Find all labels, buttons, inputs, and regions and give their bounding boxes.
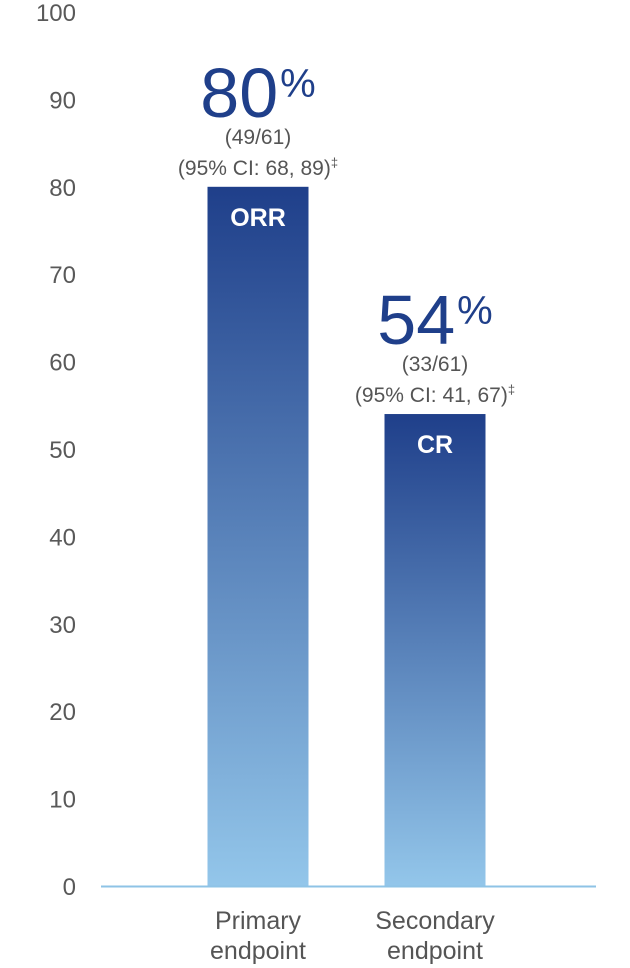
y-tick-label: 70: [49, 262, 76, 289]
x-category-label: Secondary: [375, 907, 495, 935]
y-tick-label: 0: [63, 874, 76, 901]
value-unit: %: [457, 289, 493, 333]
count-label: (49/61): [225, 126, 292, 149]
bar-group: ORR (95% CI: 68, 89)‡ (49/61)80%: [178, 54, 338, 887]
ci-footnote-mark: ‡: [331, 155, 338, 170]
ci-text: (95% CI: 68, 89): [178, 157, 331, 180]
y-tick-label: 100: [36, 0, 76, 27]
bar: [384, 414, 486, 886]
x-category-label: endpoint: [210, 937, 306, 965]
y-tick-label: 20: [49, 699, 76, 726]
bar-inner-label: CR: [417, 431, 453, 459]
y-tick-label: 30: [49, 612, 76, 639]
y-tick-label: 90: [49, 87, 76, 114]
ci-label: (95% CI: 68, 89)‡: [178, 155, 338, 180]
y-tick-label: 10: [49, 787, 76, 814]
x-category-label: endpoint: [387, 937, 483, 965]
bar-inner-label: ORR: [230, 204, 286, 232]
bars: ORR(95% CI: 68, 89)‡(49/61)80%CR(95% CI:…: [178, 54, 515, 887]
count-label: (33/61): [402, 353, 469, 376]
value-unit: %: [280, 62, 316, 106]
value-label: 54%: [377, 281, 492, 359]
bar: [207, 186, 309, 887]
y-axis: 0 10 20 30 40 50 60 70 80 90 100: [36, 0, 76, 901]
ci-text: (95% CI: 41, 67): [355, 384, 508, 407]
value-number: 54: [377, 281, 455, 359]
ci-label: (95% CI: 41, 67)‡: [355, 382, 515, 407]
y-tick-label: 60: [49, 350, 76, 377]
x-category-label: Primary: [215, 907, 302, 935]
y-tick-label: 80: [49, 175, 76, 202]
ci-footnote-mark: ‡: [508, 382, 515, 397]
y-tick-label: 50: [49, 437, 76, 464]
y-tick-label: 40: [49, 524, 76, 551]
value-number: 80: [200, 54, 278, 132]
bar-group: CR (95% CI: 41, 67)‡ (33/61)54%: [355, 281, 515, 886]
value-label: 80%: [200, 54, 315, 132]
